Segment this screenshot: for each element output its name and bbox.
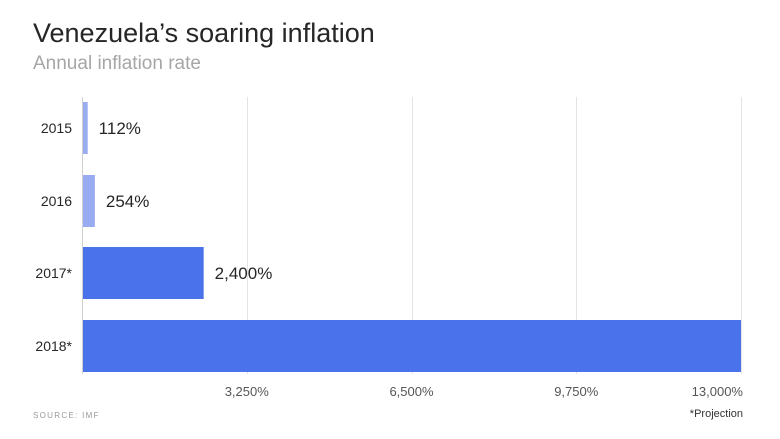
data-label: 2,400% (215, 264, 273, 283)
data-label: 112% (99, 119, 141, 138)
chart-subtitle: Annual inflation rate (33, 53, 201, 74)
source-note: SOURCE: IMF (33, 411, 100, 420)
data-label: 254% (106, 192, 149, 211)
x-tick-label: 6,500% (389, 384, 434, 399)
category-label: 2015 (41, 120, 72, 136)
x-tick-label: 13,000% (692, 384, 744, 399)
chart-title: Venezuela’s soaring inflation (33, 18, 375, 48)
x-tick-label: 3,250% (225, 384, 270, 399)
projection-footnote: *Projection (689, 408, 743, 420)
x-tick-label: 9,750% (554, 384, 599, 399)
category-label: 2017* (35, 265, 72, 281)
category-label: 2018* (35, 338, 72, 354)
bar-2016 (83, 175, 95, 227)
bar-2017-projected (83, 247, 204, 299)
bar-2018-projected (83, 320, 741, 372)
category-label: 2016 (41, 193, 72, 209)
bar-2015 (83, 102, 88, 154)
